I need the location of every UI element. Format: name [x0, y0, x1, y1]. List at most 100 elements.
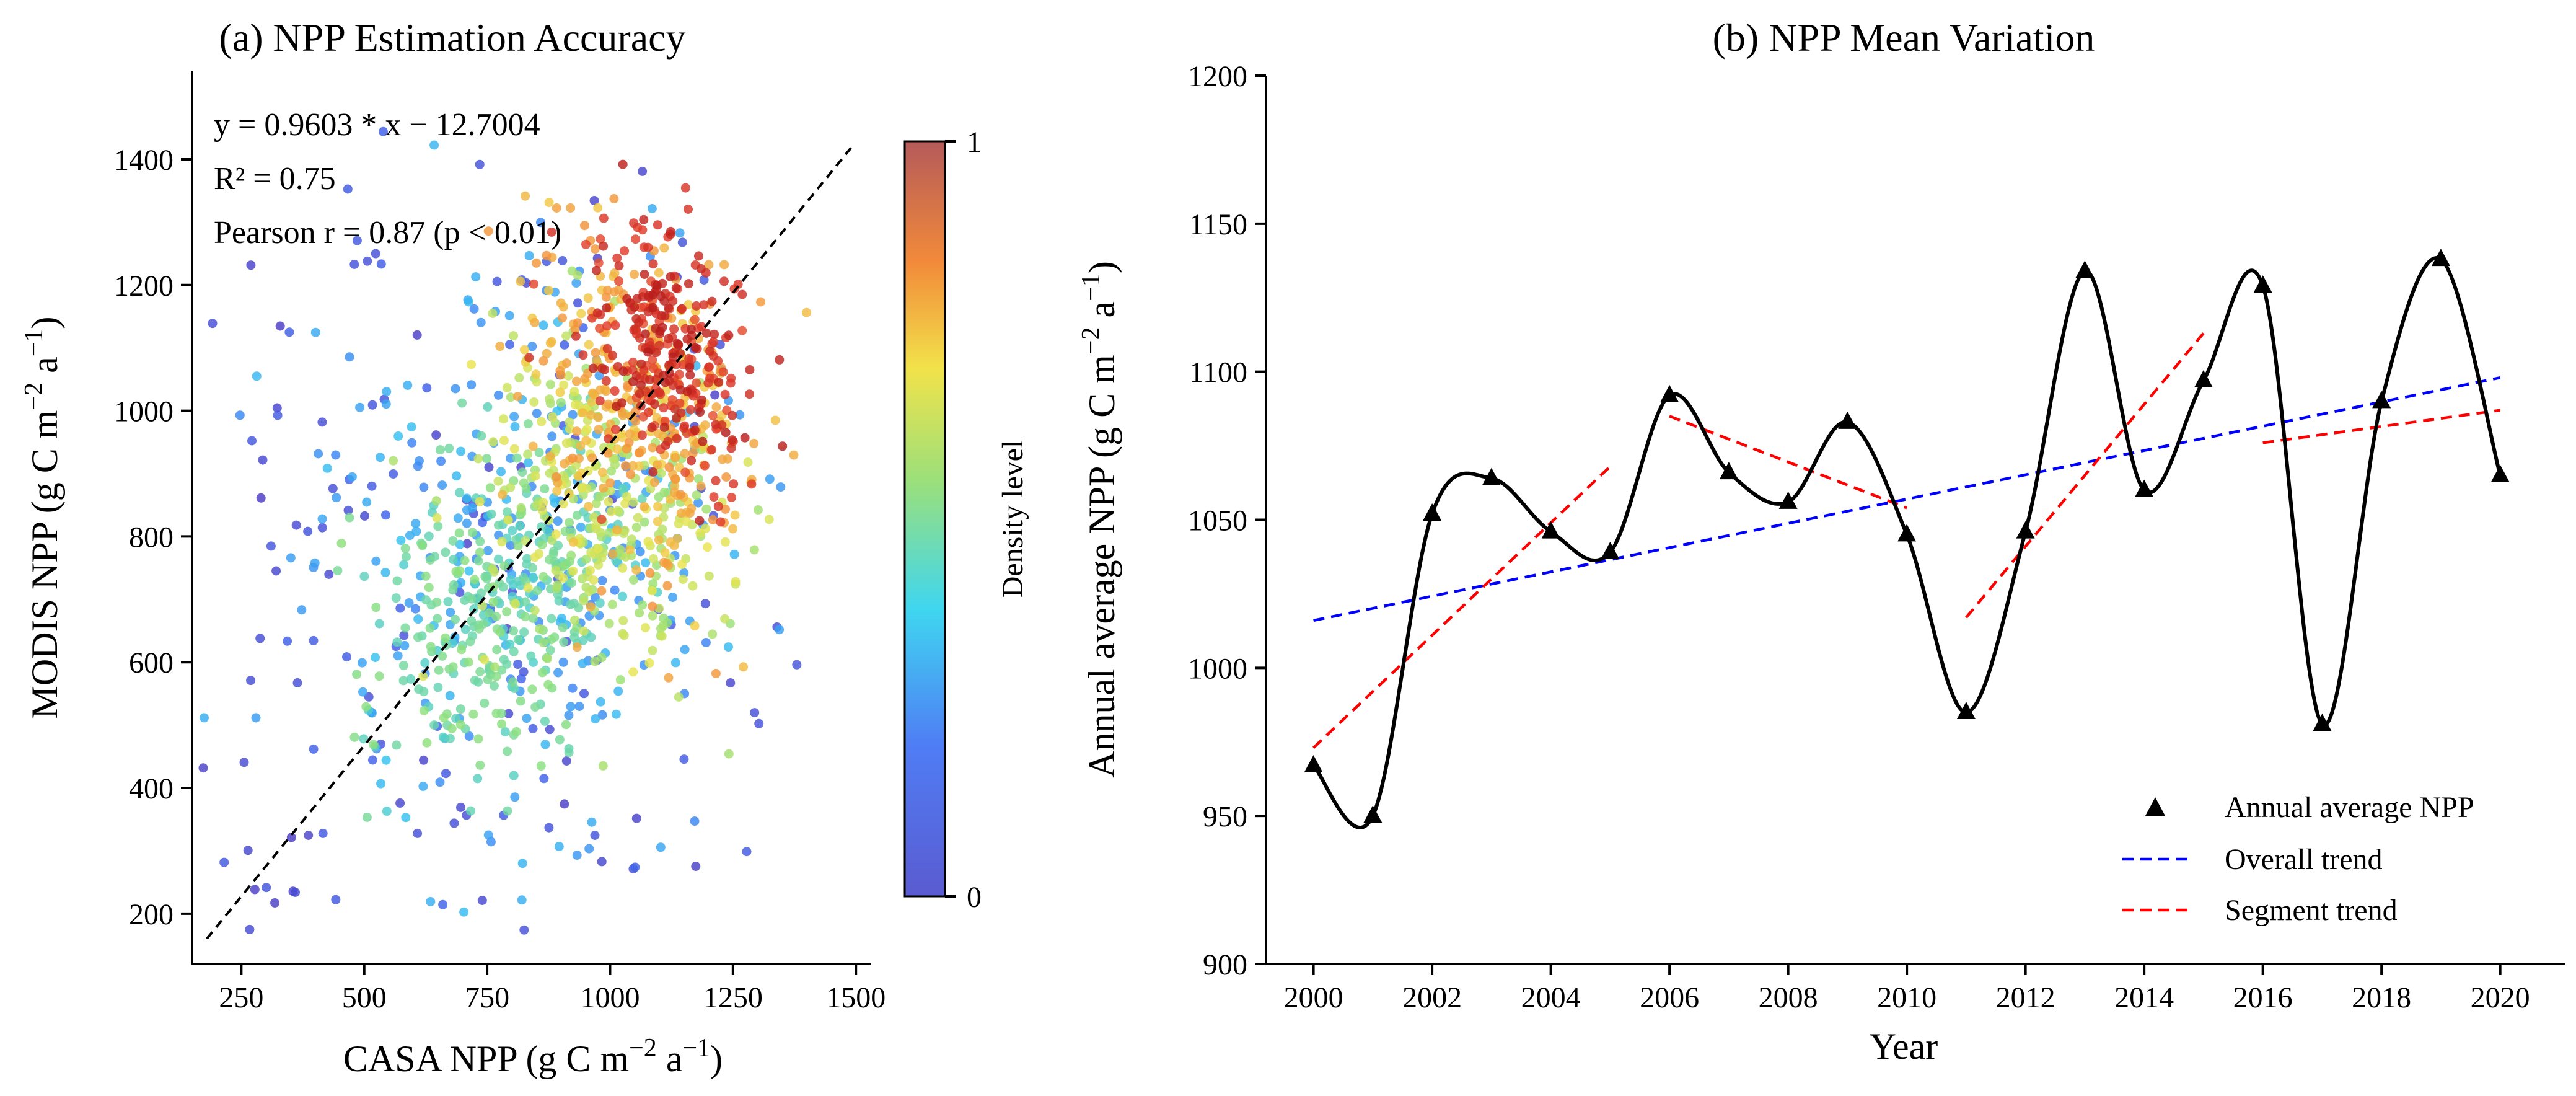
scatter-point [513, 541, 523, 551]
scatter-point [349, 732, 359, 742]
scatter-point [636, 359, 646, 369]
scatter-point [561, 358, 571, 368]
scatter-point [314, 449, 323, 459]
scatter-point [659, 243, 669, 253]
scatter-point [615, 544, 625, 554]
scatter-point [477, 588, 486, 598]
scatter-point [574, 603, 584, 612]
scatter-point [566, 203, 576, 213]
scatter-point [591, 498, 601, 508]
scatter-point [540, 484, 550, 494]
scatter-point [436, 445, 445, 455]
legend: Annual average NPP Overall trend Segment… [2122, 791, 2474, 927]
scatter-point [424, 531, 434, 541]
scatter-point [603, 448, 613, 458]
scatter-point [528, 723, 538, 733]
scatter-point [605, 486, 615, 496]
scatter-point [359, 734, 369, 744]
scatter-point [640, 270, 649, 279]
scatter-point [687, 456, 697, 466]
scatter-point [545, 645, 555, 655]
scatter-point [544, 823, 554, 833]
scatter-point [538, 668, 547, 678]
scatter-point [208, 319, 218, 329]
scatter-point [491, 671, 501, 681]
scatter-point [728, 435, 737, 445]
scatter-point [505, 340, 515, 350]
npp-marker [2372, 391, 2391, 409]
scatter-point [572, 642, 582, 652]
scatter-point [648, 303, 657, 312]
scatter-point [483, 546, 493, 555]
scatter-point [361, 702, 371, 712]
scatter-point [374, 619, 384, 629]
scatter-point [726, 378, 736, 388]
scatter-point [649, 554, 658, 563]
scatter-point [708, 629, 718, 639]
scatter-point [363, 256, 372, 266]
scatter-point [620, 246, 630, 256]
scatter-point [579, 626, 589, 636]
scatter-point [664, 303, 674, 313]
scatter-point [704, 260, 714, 270]
scatter-point [666, 272, 675, 281]
scatter-point [571, 376, 581, 386]
scatter-point [614, 276, 624, 286]
scatter-point [464, 657, 473, 667]
scatter-point [506, 392, 516, 402]
scatter-point [537, 417, 547, 426]
scatter-point [505, 639, 515, 649]
scatter-point [515, 521, 525, 531]
npp-marker [1778, 491, 1798, 509]
scatter-point [556, 298, 566, 308]
scatter-point [628, 667, 638, 677]
scatter-point [516, 503, 526, 513]
scatter-point [553, 668, 563, 678]
scatter-point [456, 446, 466, 456]
regression-line [206, 147, 852, 940]
scatter-point [297, 605, 307, 615]
scatter-point [406, 674, 416, 684]
scatter-point [448, 555, 458, 565]
scatter-point [640, 517, 649, 527]
scatter-point [349, 259, 359, 269]
scatter-points [198, 126, 812, 935]
scatter-point [635, 389, 644, 399]
scatter-point [524, 458, 533, 467]
scatter-point [552, 486, 562, 496]
scatter-point [540, 740, 550, 749]
scatter-point [524, 353, 534, 363]
scatter-point [407, 422, 416, 432]
scatter-point [659, 403, 669, 413]
scatter-point [502, 382, 512, 392]
scatter-point [467, 594, 477, 604]
scatter-point [574, 472, 584, 482]
scatter-point [367, 481, 377, 491]
scatter-point [695, 407, 705, 417]
scatter-point [629, 218, 639, 228]
scatter-point [395, 603, 405, 613]
scatter-point [432, 513, 442, 523]
scatter-point [560, 459, 569, 469]
scatter-point [572, 622, 582, 632]
x-tick-label: 2006 [1640, 981, 1699, 1014]
scatter-point [521, 191, 530, 201]
scatter-point [587, 817, 597, 827]
scatter-point [564, 710, 574, 720]
scatter-point [671, 360, 681, 369]
scatter-point [605, 478, 615, 488]
scatter-point [668, 593, 677, 602]
scatter-point [572, 510, 582, 520]
scatter-point [656, 469, 666, 478]
scatter-point [376, 259, 386, 269]
scatter-point [692, 490, 701, 500]
scatter-point [666, 495, 675, 505]
scatter-point [561, 438, 571, 448]
npp-smooth-curve [1312, 256, 2502, 829]
scatter-point [466, 806, 476, 816]
scatter-point [612, 525, 622, 535]
scatter-point [581, 554, 591, 564]
scatter-point [453, 513, 463, 523]
scatter-point [558, 499, 568, 509]
scatter-point [680, 183, 690, 193]
